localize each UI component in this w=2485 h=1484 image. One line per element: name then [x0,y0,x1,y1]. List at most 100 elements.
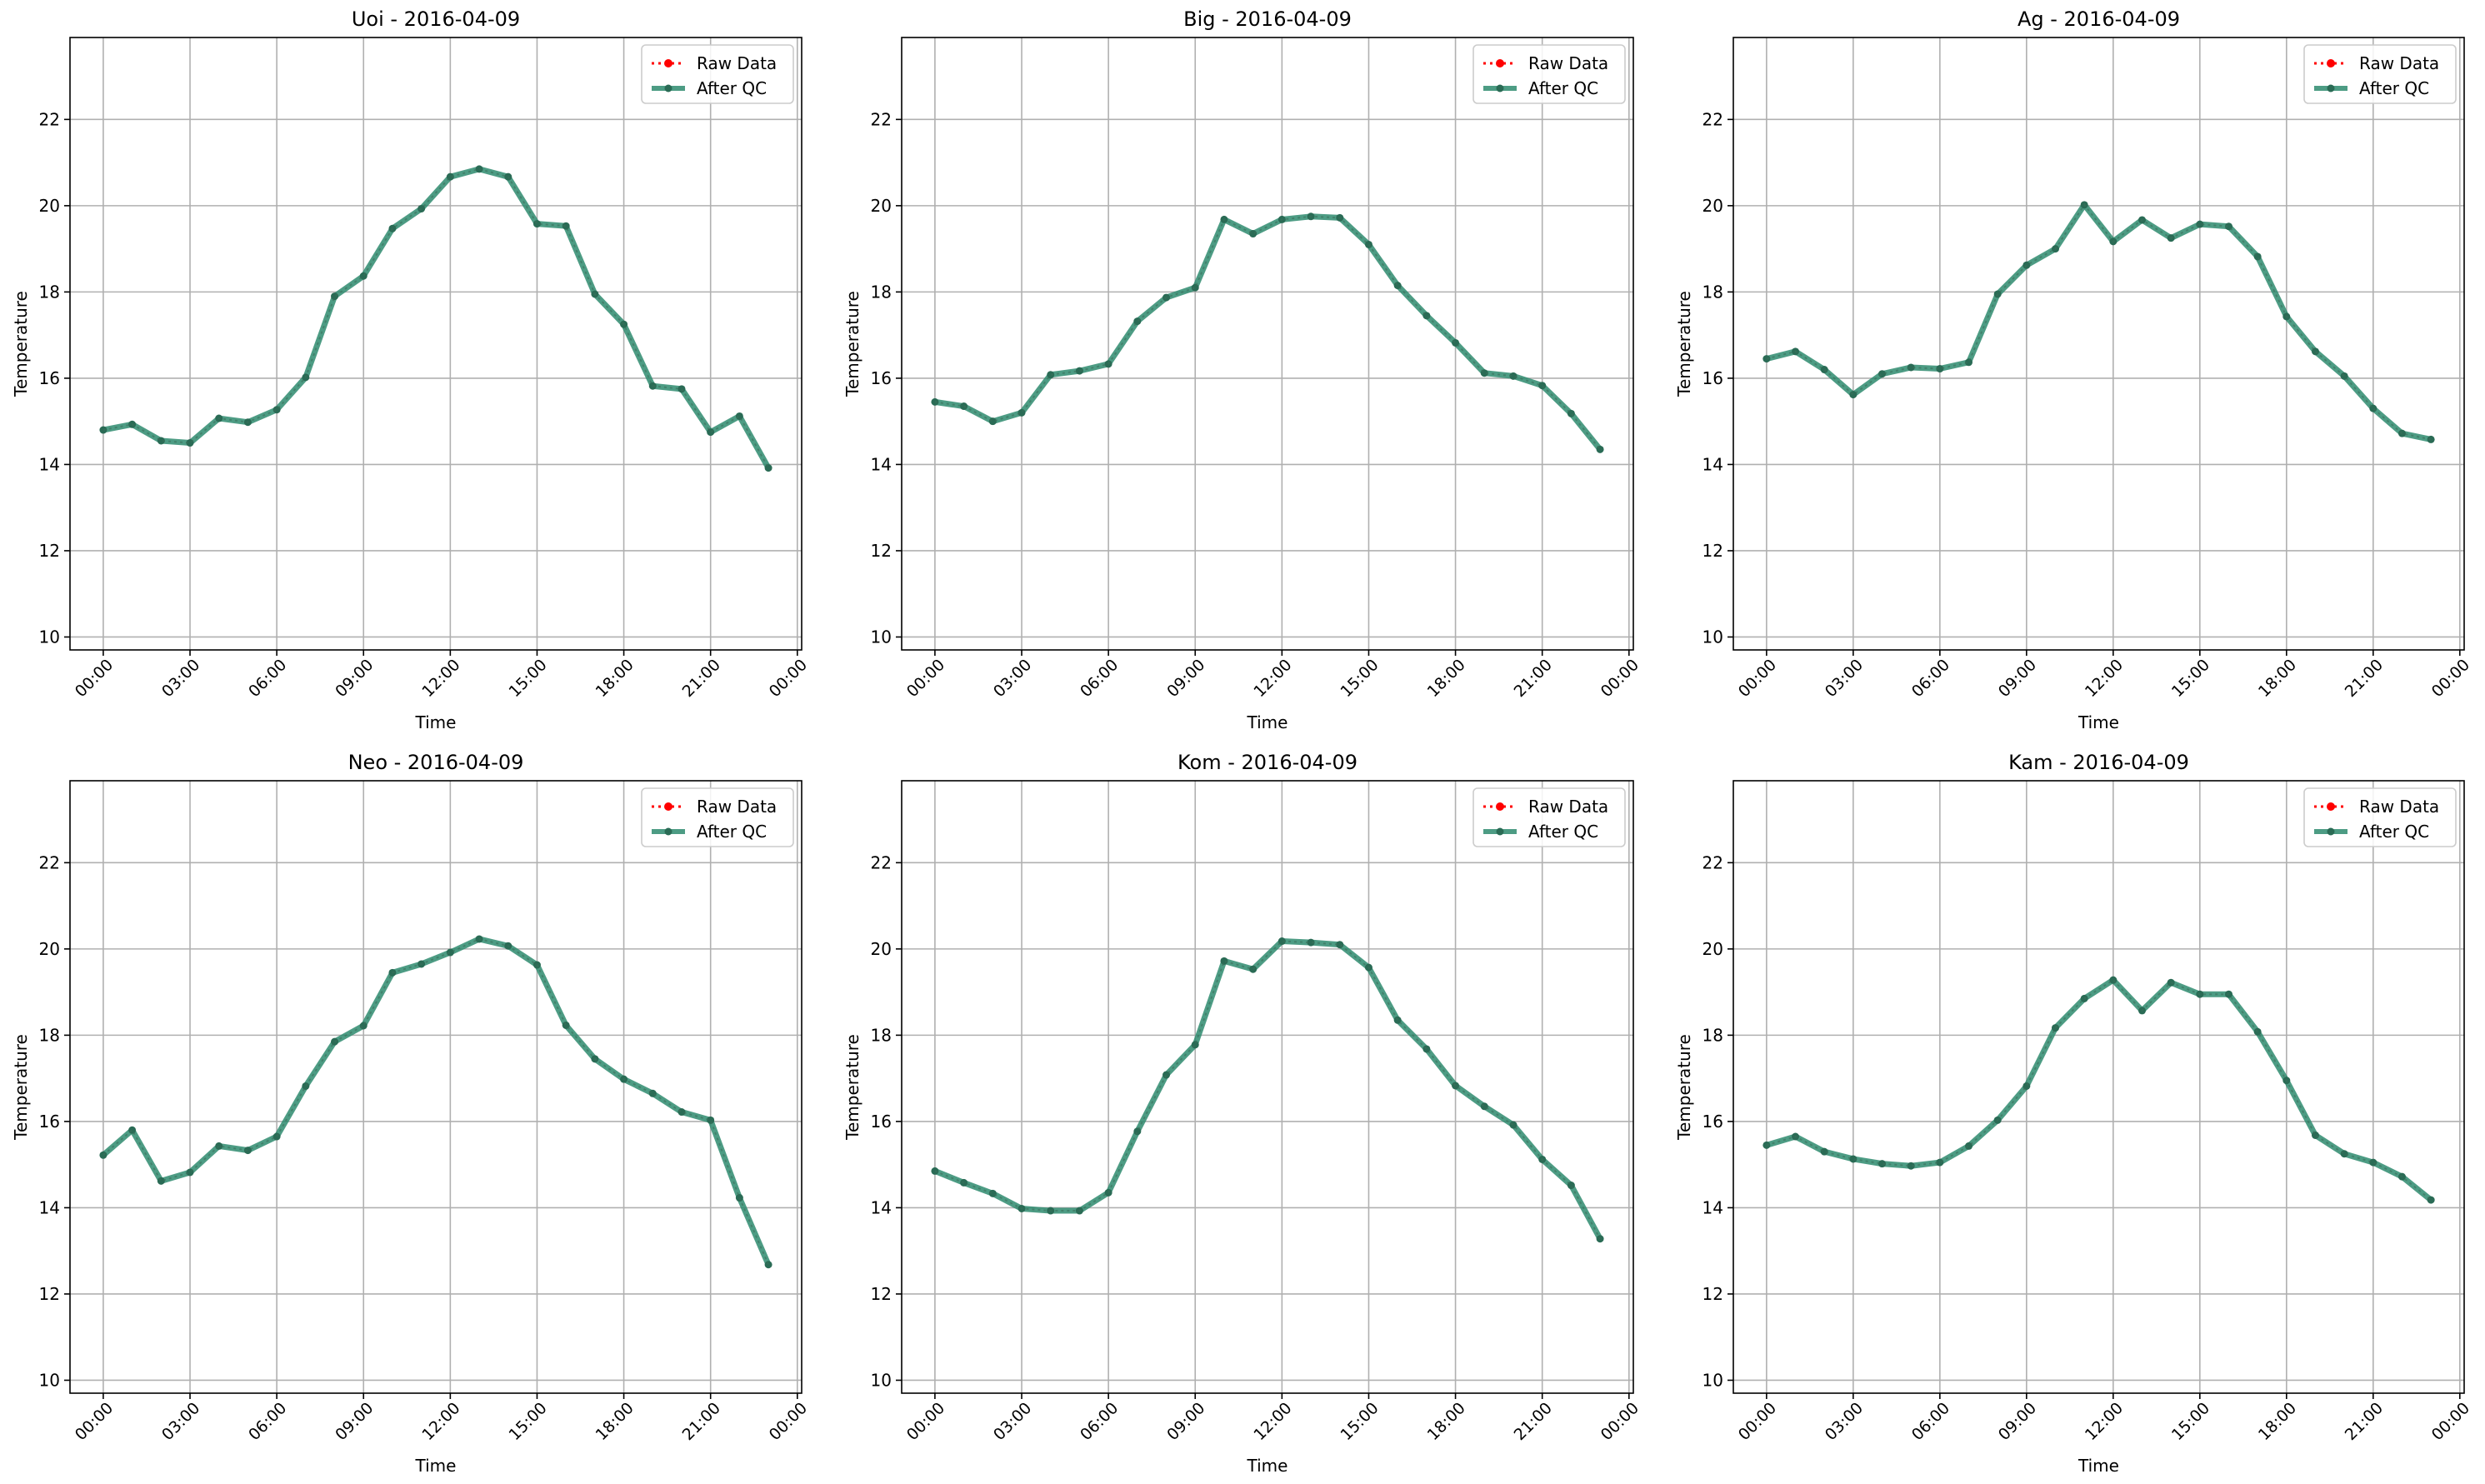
x-tick-label: 15:00 [505,656,550,701]
x-axis-label: Time [1247,712,1288,732]
y-tick-label: 22 [1702,109,1723,129]
after-qc-point [2340,372,2348,380]
x-tick-label: 18:00 [2255,1399,2300,1444]
x-tick-label: 12:00 [418,656,463,701]
x-tick-label: 18:00 [1424,656,1469,701]
y-tick-label: 16 [1702,368,1723,388]
y-tick-label: 14 [871,454,892,474]
y-tick-label: 20 [871,196,892,216]
legend-qc-marker [1496,84,1504,92]
x-tick-label: 21:00 [679,1399,724,1444]
x-tick-label: 12:00 [2082,656,2127,701]
x-tick-label: 21:00 [679,656,724,701]
legend-raw-marker [664,59,672,67]
after-qc-point [988,1189,997,1197]
chart-title: Kam - 2016-04-09 [2008,751,2189,774]
y-tick-label: 14 [1702,454,1723,474]
after-qc-point [1509,372,1518,380]
y-tick-label: 20 [1702,196,1723,216]
x-tick-label: 12:00 [1250,1399,1295,1444]
legend: Raw Data After QC [1472,44,1626,104]
y-tick-label: 12 [871,1284,892,1304]
x-axis-label: Time [2078,1456,2119,1476]
axes-frame [901,780,1634,1394]
grid-lines [70,37,802,650]
plot-area [902,781,1633,1393]
legend: Raw Data After QC [2303,787,2457,847]
x-tick-label: 03:00 [1822,1399,1867,1444]
subplot-1: 00:00 03:00 06:00 09:00 12:00 15:00 18:00 21:00… [11,7,811,732]
x-tick-label: 00:00 [1735,1399,1780,1444]
y-tick-label: 10 [1702,627,1723,647]
x-tick-label: 06:00 [1908,1399,1953,1444]
y-tick-label: 20 [1702,939,1723,959]
x-tick-label: 00:00 [766,656,811,701]
axes-frame [1732,37,2465,651]
y-axis-label: Temperature [11,1034,31,1141]
subplot-2: 00:00 03:00 06:00 09:00 12:00 15:00 18:00 21:00… [842,7,1642,732]
y-tick-label: 16 [39,368,60,388]
y-tick-label: 10 [871,627,892,647]
x-axis-label: Time [1247,1456,1288,1476]
series-raw-data-line [102,937,770,1266]
x-tick-label: 21:00 [2342,656,2387,701]
y-tick-label: 18 [871,282,892,302]
after-qc-point [1936,365,1944,373]
x-tick-label: 06:00 [1077,656,1122,701]
x-tick-label: 03:00 [1822,656,1867,701]
axes-frame [901,37,1634,651]
x-tick-label: 06:00 [245,656,290,701]
y-tick-label: 22 [1702,852,1723,872]
after-qc-point [707,1116,715,1124]
grid-lines [70,781,802,1393]
x-tick-label: 00:00 [2428,656,2473,701]
x-tick-label: 09:00 [1163,656,1208,701]
y-tick-label: 12 [1702,541,1723,561]
legend-qc-marker [664,84,672,92]
x-tick-label: 09:00 [1995,656,2040,701]
legend: Raw Data After QC [1472,787,1626,847]
subplot-4: 00:00 03:00 06:00 09:00 12:00 15:00 18:00 21:00… [11,751,811,1476]
legend-qc-label: After QC [697,78,767,98]
after-qc-point [1538,382,1547,390]
after-qc-point [2427,435,2435,443]
y-tick-label: 16 [871,1112,892,1132]
after-qc-point [1907,1162,1915,1170]
plot-area [1733,781,2464,1393]
x-tick-label: 09:00 [1995,1399,2040,1444]
subplot-5: 00:00 03:00 06:00 09:00 12:00 15:00 18:00 21:00… [842,751,1642,1476]
x-tick-label: 21:00 [1511,656,1556,701]
x-tick-label: 21:00 [2342,1399,2387,1444]
x-axis-label: Time [415,712,457,732]
legend-qc-label: After QC [2359,822,2429,842]
x-tick-label: 15:00 [1337,656,1382,701]
y-tick-label: 18 [39,282,60,302]
y-axis-label: Temperature [842,291,862,397]
x-tick-label: 00:00 [1735,656,1780,701]
after-qc-point [128,1126,137,1134]
x-tick-label: 15:00 [505,1399,550,1444]
after-qc-point [2052,1024,2060,1032]
y-tick-label: 16 [871,368,892,388]
after-qc-point [562,222,570,230]
legend-qc-label: After QC [2359,78,2429,98]
x-tick-label: 00:00 [2428,1399,2473,1444]
y-axis-label: Temperature [11,291,31,397]
x-tick-label: 06:00 [245,1399,290,1444]
x-axis-label: Time [2078,712,2119,732]
x-tick-label: 12:00 [1250,656,1295,701]
after-qc-point [359,1022,368,1030]
legend-raw-label: Raw Data [697,53,777,73]
grid-lines [902,37,1633,650]
y-axis-label: Temperature [1674,291,1694,397]
after-qc-point [1878,1160,1887,1168]
after-qc-point [532,220,541,228]
y-tick-label: 16 [39,1112,60,1132]
x-tick-label: 00:00 [766,1399,811,1444]
after-qc-point [1220,957,1228,965]
y-tick-label: 22 [39,109,60,129]
chart-title: Kom - 2016-04-09 [1178,751,1358,774]
series-raw-data-line [1766,203,2432,441]
x-tick-label: 03:00 [158,656,203,701]
x-tick-label: 12:00 [418,1399,463,1444]
